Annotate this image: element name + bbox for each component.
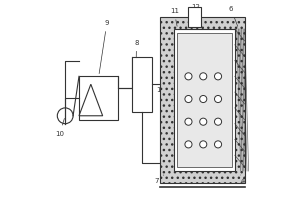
Text: 11: 11 <box>170 8 179 26</box>
Bar <box>174 29 235 171</box>
Bar <box>132 57 152 112</box>
Text: 10: 10 <box>55 118 64 137</box>
Bar <box>177 33 232 167</box>
Circle shape <box>185 141 192 148</box>
Text: 7: 7 <box>154 175 164 184</box>
Circle shape <box>185 95 192 103</box>
Bar <box>79 76 118 120</box>
Circle shape <box>200 141 207 148</box>
Circle shape <box>214 118 222 125</box>
Text: 6: 6 <box>229 6 238 26</box>
Text: 1: 1 <box>156 87 160 93</box>
Circle shape <box>185 118 192 125</box>
Bar <box>188 7 201 27</box>
Text: 9: 9 <box>99 20 109 74</box>
Circle shape <box>200 73 207 80</box>
Circle shape <box>214 73 222 80</box>
Text: 12: 12 <box>191 4 200 17</box>
Text: 4: 4 <box>241 175 245 184</box>
Circle shape <box>185 73 192 80</box>
Text: 8: 8 <box>134 40 139 58</box>
Circle shape <box>214 141 222 148</box>
Bar <box>160 17 245 183</box>
Circle shape <box>200 95 207 103</box>
Circle shape <box>200 118 207 125</box>
Circle shape <box>214 95 222 103</box>
